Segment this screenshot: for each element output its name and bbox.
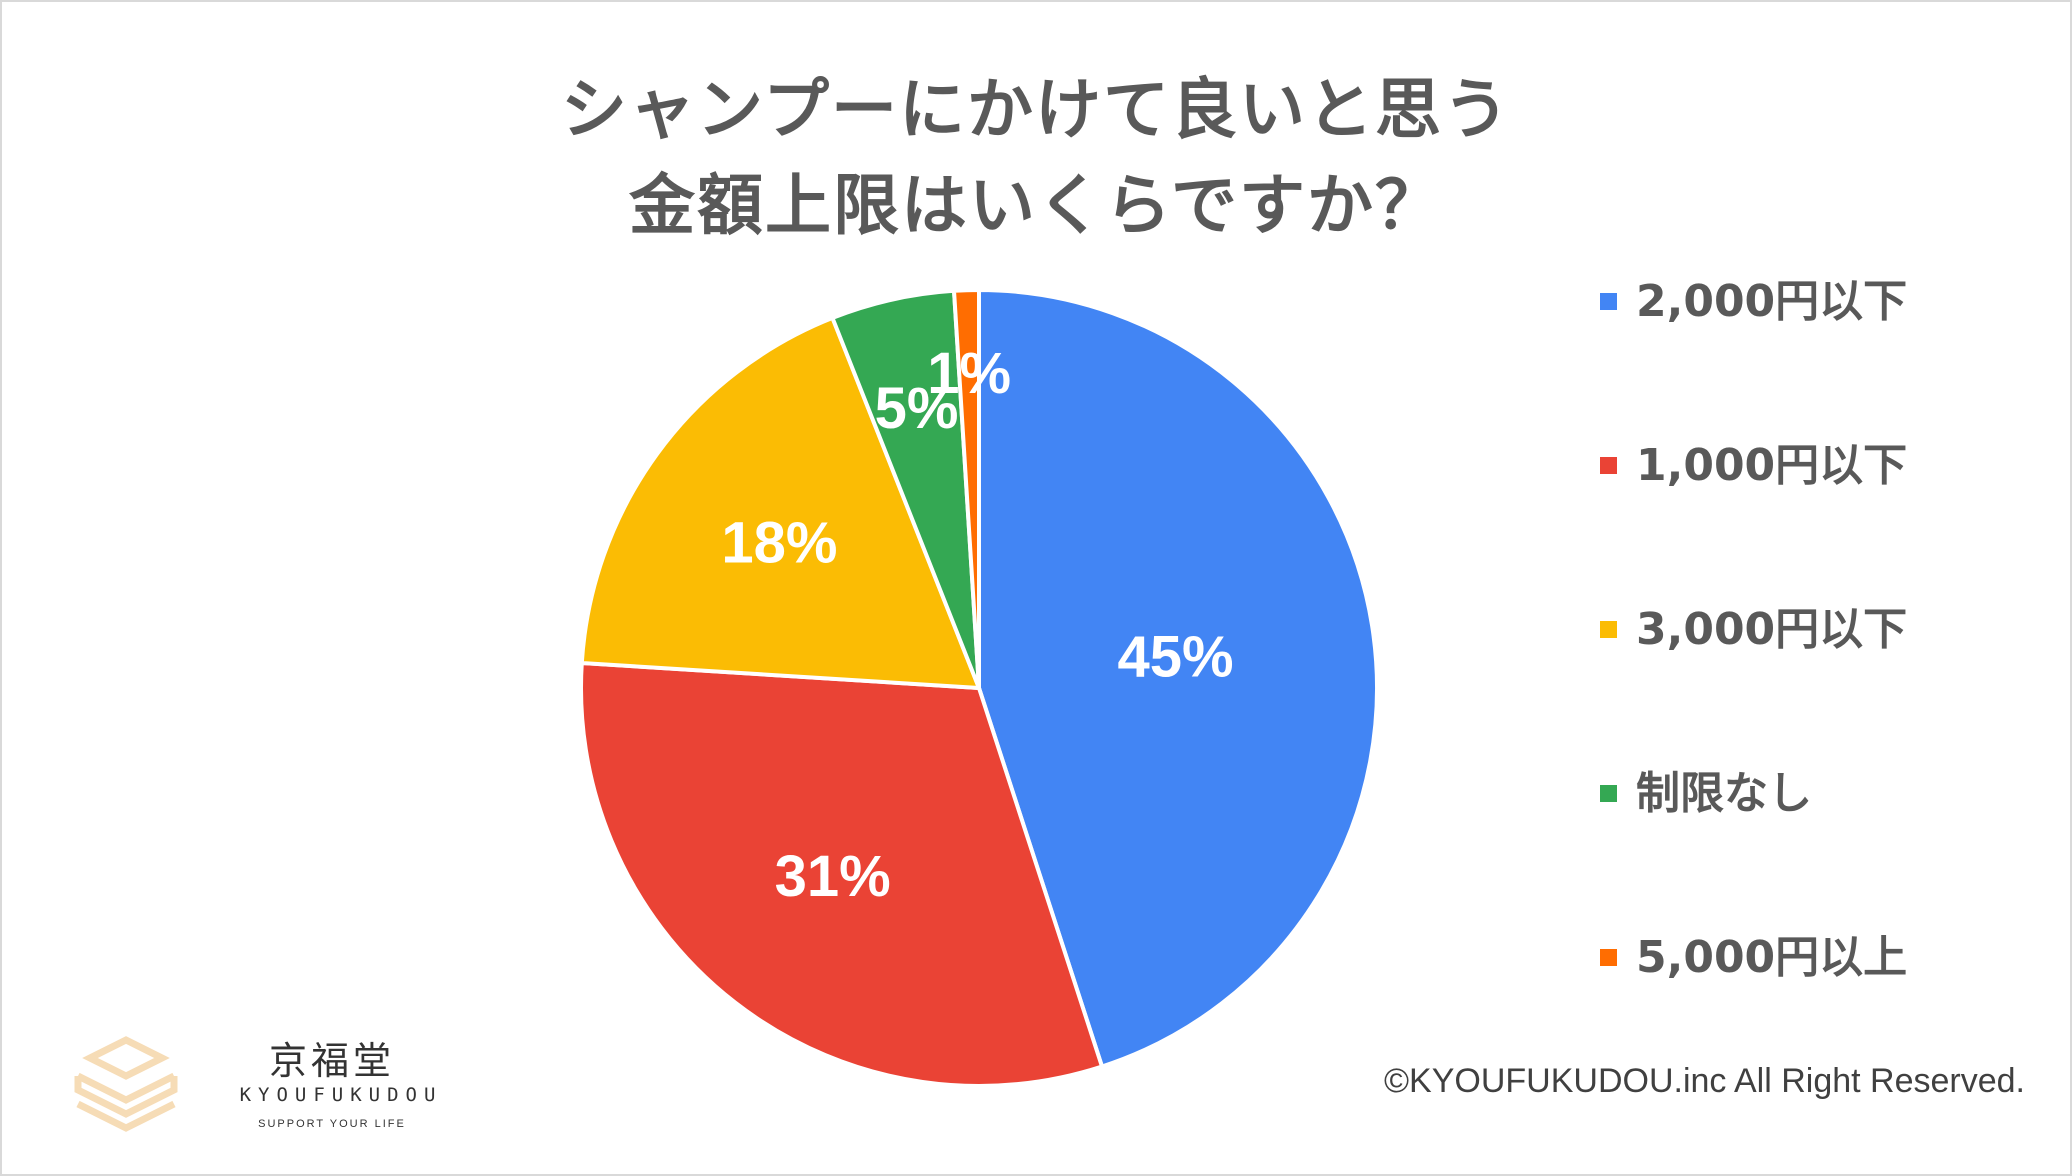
slice-2000-or-less (977, 288, 1379, 1069)
slice-percent-label: 5% (875, 376, 959, 441)
stacked-boxes-logo-icon (74, 1036, 178, 1132)
logo-name: 京福堂 (268, 1039, 395, 1083)
legend-swatch (1600, 457, 1617, 474)
legend-swatch (1600, 621, 1617, 638)
legend-label: 1,000円以下 (1636, 440, 1908, 491)
legend-item-1000-or-less: 1,000円以下 (1600, 436, 1907, 600)
chart-title-line-2: 金額上限はいくらですか？ (628, 167, 1444, 244)
copyright-notice: ©KYOUFUKUDOU.inc All Right Reserved. (1384, 1062, 2026, 1100)
slice-percent-label: 31% (775, 844, 891, 909)
pie-slice-labels: 45% 31% 18% 5%1% (721, 341, 1233, 909)
slice-3000-or-less (579, 315, 981, 690)
slice-1000-or-less (579, 661, 1104, 1088)
legend-item-no-limit: 制限なし (1600, 764, 1907, 928)
legend-swatch (1600, 785, 1617, 802)
chart-title: シャンプーにかけて良いと思う 金額上限はいくらですか？ (0, 62, 2072, 254)
pie-slices (579, 288, 1379, 1088)
legend-item-5000-or-more: 5,000円以上 (1600, 928, 1907, 1092)
legend-label: 2,000円以下 (1636, 276, 1908, 327)
legend: 2,000円以下 1,000円以下 3,000円以下 制限なし 5,000円以上 (1600, 272, 1907, 1092)
logo-romaji: KYOUFUKUDOU (239, 1084, 443, 1106)
legend-label: 制限なし (1636, 768, 1812, 819)
logo-tagline: SUPPORT YOUR LIFE (258, 1118, 406, 1130)
slice-percent-label: 1% (927, 341, 1011, 406)
legend-item-3000-or-less: 3,000円以下 (1600, 600, 1907, 764)
legend-label: 5,000円以上 (1636, 932, 1908, 983)
legend-item-2000-or-less: 2,000円以下 (1600, 272, 1907, 436)
legend-label: 3,000円以下 (1636, 604, 1908, 655)
chart-title-line-1: シャンプーにかけて良いと思う (560, 71, 1512, 148)
slice-percent-label: 45% (1118, 624, 1234, 689)
slice-5000-or-more (952, 288, 981, 690)
company-logo: 京福堂 KYOUFUKUDOU SUPPORT YOUR LIFE (74, 1030, 435, 1140)
legend-swatch (1600, 293, 1617, 310)
legend-swatch (1600, 949, 1617, 966)
slice-percent-label: 18% (721, 510, 837, 575)
